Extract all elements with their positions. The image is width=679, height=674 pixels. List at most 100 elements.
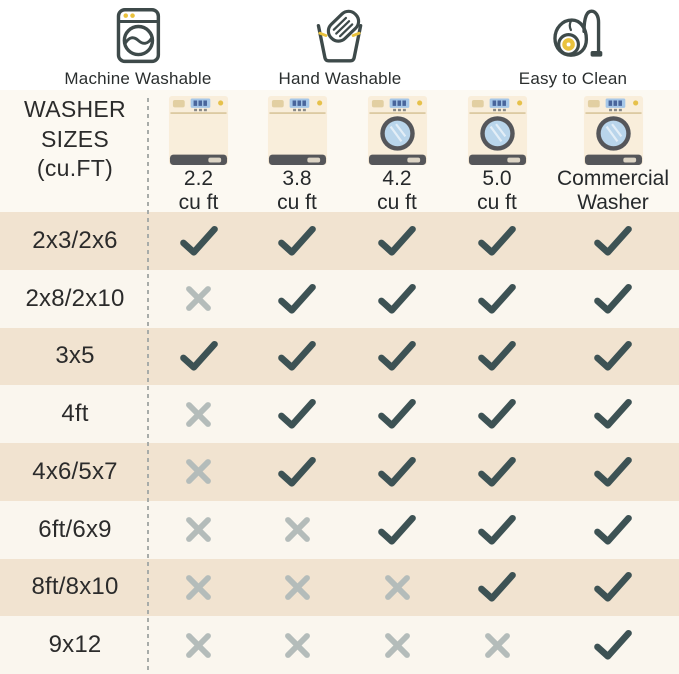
row-label: 8ft/8x10 bbox=[31, 573, 119, 601]
table-row: 9x12 bbox=[0, 616, 679, 674]
check-icon bbox=[477, 225, 517, 257]
corner-line: WASHER bbox=[24, 96, 126, 123]
x-icon bbox=[184, 573, 213, 602]
corner-header: WASHER SIZES (cu.FT) bbox=[0, 90, 150, 215]
column-size-label: 5.0 bbox=[482, 167, 512, 190]
row-label: 4x6/5x7 bbox=[32, 457, 118, 485]
legend-label: Easy to Clean bbox=[518, 69, 628, 88]
table-row: 4x6/5x7 bbox=[0, 443, 679, 501]
column-unit-label: cu ft bbox=[178, 191, 219, 215]
table-cell bbox=[247, 631, 347, 660]
legend: Machine Washable Hand Washable Easy to C… bbox=[0, 0, 679, 90]
legend-item: Easy to Clean bbox=[519, 4, 627, 89]
table-row: 3x5 bbox=[0, 327, 679, 386]
table-cell bbox=[347, 340, 447, 372]
table-cell bbox=[247, 283, 347, 315]
table-cell bbox=[547, 340, 679, 372]
washer-front-load-icon bbox=[466, 93, 529, 167]
table-cell bbox=[150, 284, 247, 313]
column-unit-label: cu ft bbox=[477, 191, 517, 215]
x-icon bbox=[184, 284, 213, 313]
table-cell bbox=[547, 514, 679, 546]
table-row: 2x8/2x10 bbox=[0, 269, 679, 328]
x-icon bbox=[283, 515, 312, 544]
table-cell bbox=[447, 398, 547, 430]
check-icon bbox=[593, 225, 633, 257]
check-icon bbox=[377, 340, 417, 372]
table-cell bbox=[447, 456, 547, 488]
washer-top-load-icon bbox=[266, 93, 329, 167]
check-icon bbox=[377, 398, 417, 430]
table-cell bbox=[547, 629, 679, 661]
corner-line: SIZES bbox=[41, 125, 109, 152]
row-label: 2x3/2x6 bbox=[32, 226, 118, 254]
dashed-divider bbox=[147, 98, 149, 674]
table-cell bbox=[150, 573, 247, 602]
table-cell bbox=[547, 456, 679, 488]
check-icon bbox=[477, 340, 517, 372]
table-cell bbox=[347, 631, 447, 660]
column-header: 3.8 cu ft bbox=[247, 90, 347, 215]
table-header: WASHER SIZES (cu.FT) 2.2 cu ft bbox=[0, 90, 679, 215]
table-row: 4ft bbox=[0, 385, 679, 443]
legend-item: Machine Washable bbox=[64, 4, 211, 89]
legend-label: Hand Washable bbox=[278, 69, 402, 88]
check-icon bbox=[377, 283, 417, 315]
table-cell bbox=[150, 400, 247, 429]
table-cell bbox=[150, 631, 247, 660]
table-body: 2x3/2x6 2x8/2x10 3x5 4ft 4x6/5x7 6ft/6x9 8ft/8… bbox=[0, 212, 679, 674]
check-icon bbox=[477, 283, 517, 315]
corner-line: (cu.FT) bbox=[36, 155, 114, 182]
table-cell bbox=[447, 631, 547, 660]
check-icon bbox=[377, 225, 417, 257]
table-cell bbox=[547, 283, 679, 315]
check-icon bbox=[593, 456, 633, 488]
table-cell bbox=[347, 573, 447, 602]
check-icon bbox=[477, 571, 517, 603]
table-cell bbox=[247, 573, 347, 602]
check-icon bbox=[277, 340, 317, 372]
legend-label: Machine Washable bbox=[64, 69, 212, 88]
x-icon bbox=[184, 631, 213, 660]
table-row: 8ft/8x10 bbox=[0, 558, 679, 617]
check-icon bbox=[477, 514, 517, 546]
table-cell bbox=[247, 515, 347, 544]
column-header: Commercial Washer bbox=[547, 90, 679, 215]
check-icon bbox=[593, 283, 633, 315]
check-icon bbox=[277, 283, 317, 315]
column-header: 2.2 cu ft bbox=[150, 90, 247, 215]
check-icon bbox=[277, 456, 317, 488]
check-icon bbox=[377, 456, 417, 488]
column-unit-label: cu ft bbox=[377, 191, 417, 215]
row-label: 9x12 bbox=[48, 631, 102, 659]
table-cell bbox=[150, 515, 247, 544]
check-icon bbox=[377, 514, 417, 546]
table-cell bbox=[547, 398, 679, 430]
table-cell bbox=[247, 456, 347, 488]
washer-front-load-icon bbox=[582, 93, 645, 167]
x-icon bbox=[184, 400, 213, 429]
table-cell bbox=[447, 571, 547, 603]
table-cell bbox=[150, 340, 247, 372]
table-cell bbox=[247, 340, 347, 372]
table-row: 6ft/6x9 bbox=[0, 500, 679, 559]
table-cell bbox=[547, 225, 679, 257]
washer-front-load-icon bbox=[366, 93, 429, 167]
x-icon bbox=[383, 631, 412, 660]
column-size-label: Commercial bbox=[556, 167, 669, 190]
column-size-label: 3.8 bbox=[282, 167, 312, 190]
table-cell bbox=[150, 457, 247, 486]
x-icon bbox=[483, 631, 512, 660]
x-icon bbox=[283, 631, 312, 660]
column-size-label: 4.2 bbox=[382, 167, 412, 190]
washing-machine-icon bbox=[109, 4, 167, 66]
x-icon bbox=[283, 573, 312, 602]
table-cell bbox=[347, 456, 447, 488]
check-icon bbox=[593, 514, 633, 546]
table-cell bbox=[247, 225, 347, 257]
row-label: 4ft bbox=[61, 400, 89, 428]
table-cell bbox=[150, 225, 247, 257]
column-unit-label: Washer bbox=[577, 191, 649, 215]
x-icon bbox=[184, 457, 213, 486]
